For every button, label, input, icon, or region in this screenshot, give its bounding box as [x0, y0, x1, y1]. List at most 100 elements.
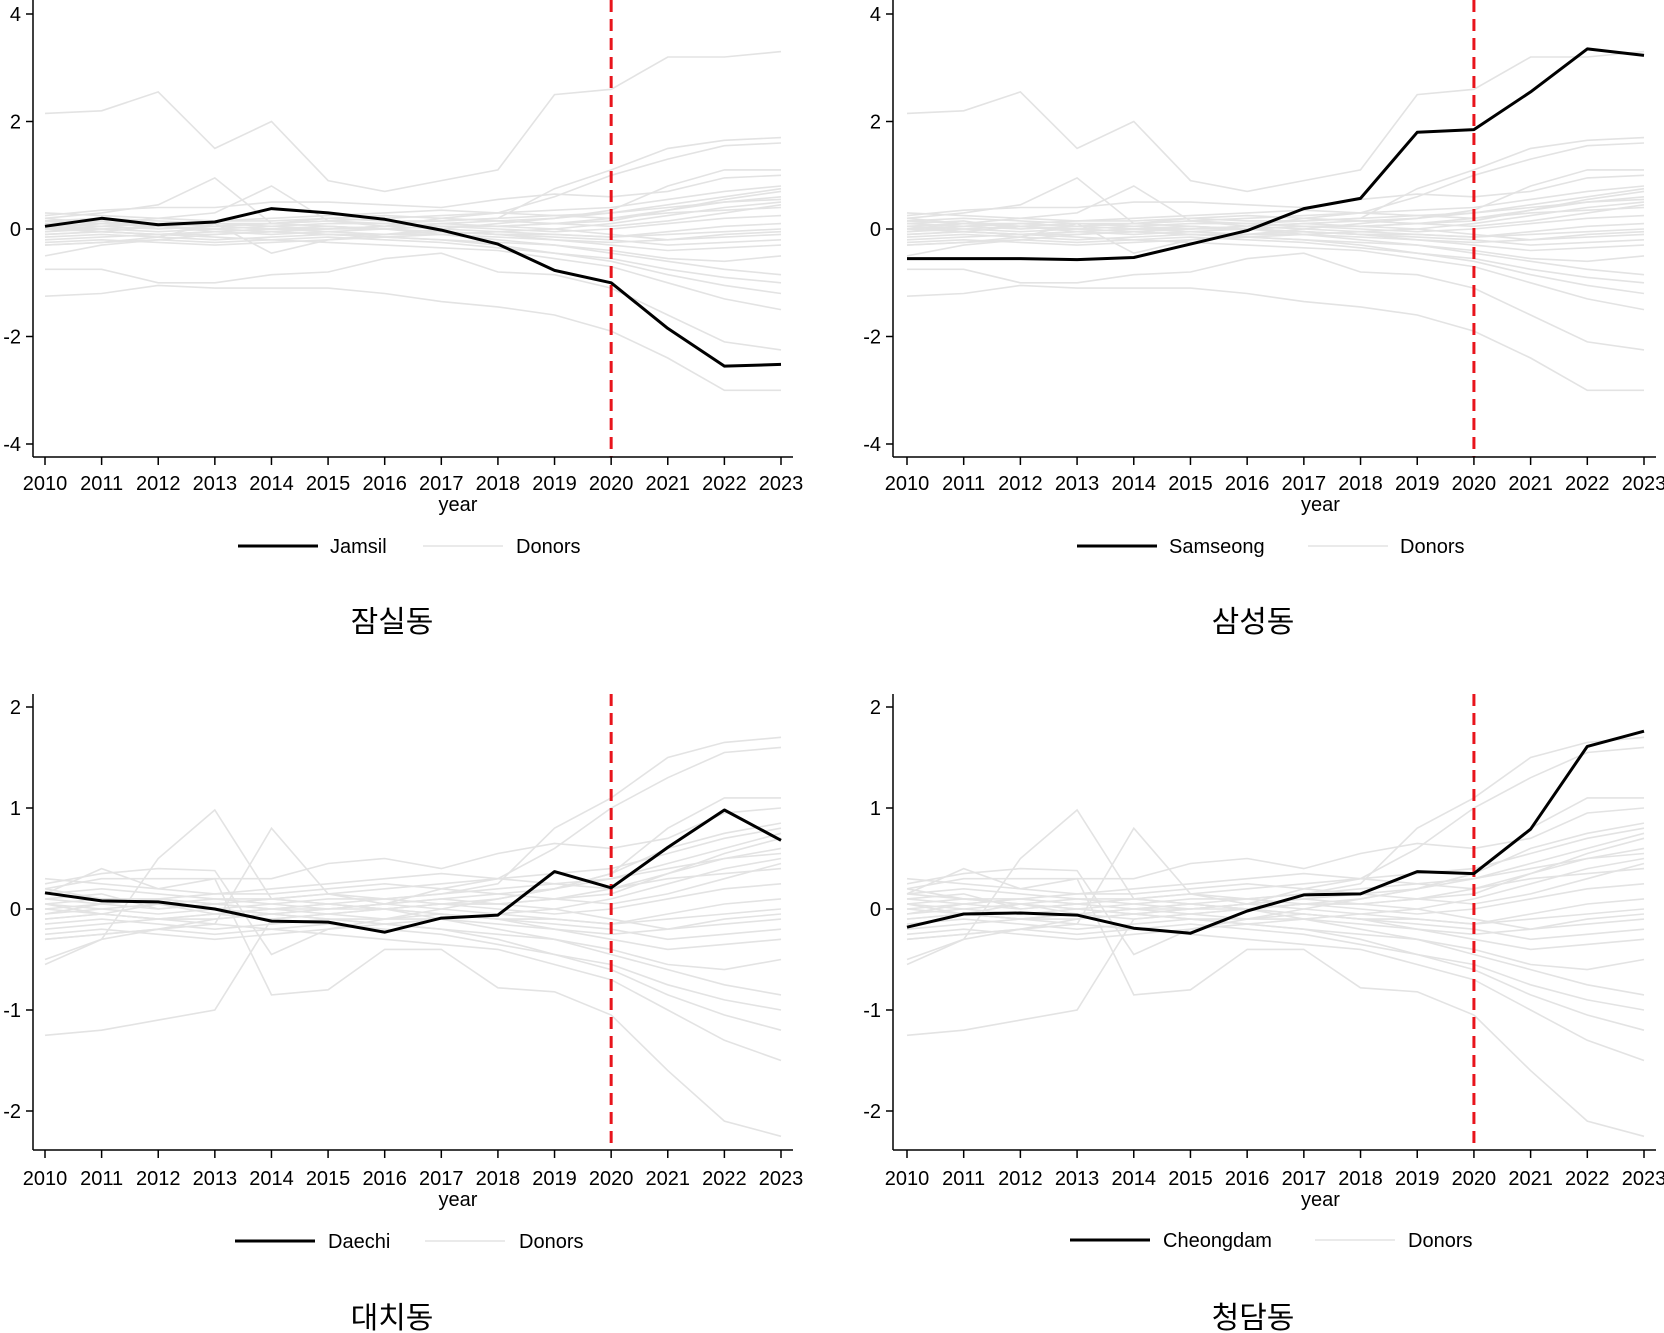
x-tick-label: 2020	[589, 473, 634, 495]
donor-series-line	[906, 898, 1645, 951]
x-tick-label: 2012	[998, 1168, 1043, 1190]
y-tick-label: -4	[3, 434, 21, 456]
x-tick-label: 2019	[1395, 1168, 1440, 1190]
treated-series-line	[906, 729, 1645, 935]
donor-series-line	[906, 908, 1645, 941]
x-tick-label: 2015	[1168, 1168, 1213, 1190]
donor-series-line	[44, 222, 782, 295]
legend-donor-label: Donors	[1408, 1230, 1472, 1252]
x-tick-label: 2012	[998, 473, 1043, 495]
donor-series-line	[906, 222, 1645, 295]
legend-donor-label: Donors	[1400, 536, 1464, 558]
y-tick-label: 0	[10, 219, 21, 241]
treated-series-line	[907, 47, 1645, 262]
y-tick-label: -2	[863, 1101, 881, 1123]
donor-series-line	[44, 746, 782, 941]
donor-series-line	[44, 136, 782, 225]
donor-series-line	[906, 877, 1645, 1138]
donor-series-line	[44, 862, 782, 915]
x-tick-label: 2010	[23, 1168, 68, 1190]
x-tick-label: 2014	[249, 1168, 294, 1190]
x-axis-title: year	[439, 494, 478, 516]
donor-series-line	[906, 136, 1645, 225]
x-tick-label: 2017	[1282, 473, 1327, 495]
x-tick-label: 2021	[1508, 473, 1553, 495]
donor-series-line	[44, 877, 782, 1138]
donor-series-line	[906, 198, 1645, 222]
legend: Daechi Donors	[235, 1231, 583, 1253]
donor-series-line	[45, 252, 782, 351]
y-tick-label: 0	[10, 899, 21, 921]
legend-donor-label: Donors	[519, 1231, 583, 1253]
donor-series-line	[44, 201, 782, 236]
y-tick-label: 4	[10, 4, 21, 26]
donor-series-line	[907, 252, 1645, 351]
donor-series-line	[44, 847, 782, 915]
x-tick-label: 2023	[1622, 1168, 1664, 1190]
x-tick-label: 2014	[1112, 473, 1157, 495]
x-tick-label: 2017	[419, 473, 464, 495]
x-tick-label: 2011	[80, 1168, 123, 1190]
y-tick-label: 2	[10, 697, 21, 719]
donor-lines	[44, 736, 782, 1138]
x-tick-label: 2022	[702, 1168, 747, 1190]
y-axis: -2 -1 0 1 2	[3, 694, 34, 1150]
y-tick-label: 2	[870, 112, 881, 134]
x-tick-label: 2013	[193, 473, 238, 495]
x-tick-label: 2022	[702, 473, 747, 495]
y-axis: -4 -2 0 2 4	[863, 0, 894, 457]
x-tick-label: 2018	[476, 1168, 521, 1190]
y-tick-label: 1	[870, 798, 881, 820]
x-tick-label: 2016	[1225, 473, 1270, 495]
x-tick-label: 2012	[136, 1168, 181, 1190]
x-tick-label: 2023	[759, 1168, 804, 1190]
donor-series-line	[44, 898, 782, 951]
donor-series-line	[44, 852, 782, 895]
y-tick-label: 2	[870, 697, 881, 719]
x-tick-label: 2018	[1338, 473, 1383, 495]
x-tick-label: 2019	[532, 1168, 577, 1190]
y-tick-label: 0	[870, 899, 881, 921]
donor-series-line	[44, 908, 782, 941]
donor-series-line	[906, 923, 1645, 1011]
x-tick-label: 2011	[80, 473, 123, 495]
panel-title: 청담동	[1212, 1301, 1295, 1333]
x-tick-label: 2011	[942, 1168, 985, 1190]
donor-series-line	[906, 222, 1645, 241]
x-tick-label: 2015	[306, 473, 351, 495]
donor-series-line	[44, 857, 782, 920]
legend: Jamsil Donors	[238, 536, 580, 558]
x-tick-label: 2021	[1508, 1168, 1553, 1190]
y-tick-label: -1	[3, 1000, 21, 1022]
treated-series-line	[44, 207, 782, 368]
legend-treated-label: Cheongdam	[1163, 1230, 1272, 1252]
x-tick-label: 2013	[1055, 1168, 1100, 1190]
x-tick-label: 2017	[419, 1168, 464, 1190]
x-axis-title: year	[1301, 1189, 1340, 1211]
donor-series-line	[906, 862, 1645, 915]
x-axis: 2010 2011 2012 2013 2014 2015 2016 2017 2018 2019…	[885, 456, 1664, 516]
x-tick-label: 2010	[885, 1168, 930, 1190]
donor-series-line	[906, 852, 1645, 895]
x-tick-label: 2017	[1282, 1168, 1327, 1190]
donor-series-line	[906, 228, 1645, 246]
donor-series-line	[44, 228, 782, 246]
y-tick-label: 1	[10, 798, 21, 820]
x-tick-label: 2016	[362, 1168, 407, 1190]
donor-series-line	[44, 50, 782, 193]
x-tick-label: 2022	[1565, 473, 1610, 495]
x-axis-title: year	[439, 1189, 478, 1211]
donor-series-line	[44, 923, 782, 1011]
x-tick-label: 2020	[589, 1168, 634, 1190]
x-tick-label: 2013	[1055, 473, 1100, 495]
x-tick-label: 2014	[1112, 1168, 1157, 1190]
y-tick-label: -4	[863, 434, 881, 456]
x-tick-label: 2014	[249, 473, 294, 495]
legend-donor-label: Donors	[516, 536, 580, 558]
donor-series-line	[44, 284, 781, 392]
donor-lines	[906, 50, 1645, 392]
donor-series-line	[44, 196, 782, 233]
panel-title: 잠실동	[351, 605, 434, 640]
